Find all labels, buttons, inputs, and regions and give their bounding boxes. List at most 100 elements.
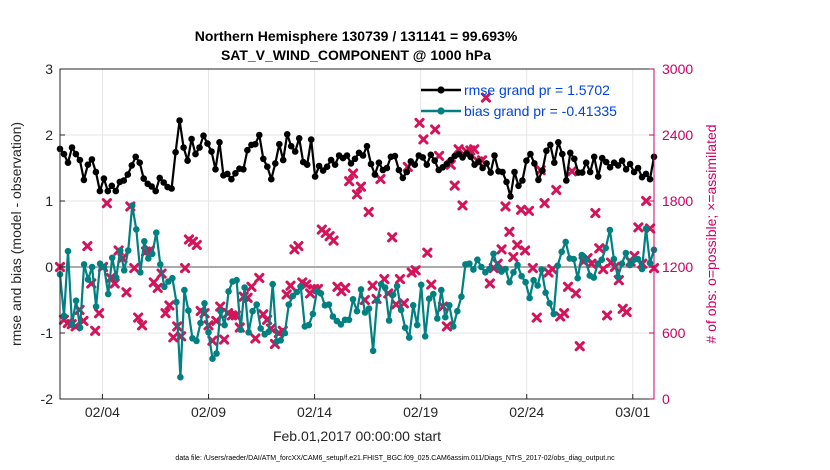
bias-point-3 <box>68 321 76 328</box>
rmse-point-80 <box>375 159 383 166</box>
rmse-point-76 <box>359 152 367 159</box>
rmse-point-69 <box>331 161 339 168</box>
rmse-series <box>56 117 658 200</box>
bias-point-46 <box>241 284 248 291</box>
rmse-point-67 <box>323 163 331 170</box>
bias-point-12 <box>104 290 112 298</box>
chart-title-line2: SAT_V_WIND_COMPONENT @ 1000 hPa <box>221 47 491 63</box>
bias-point-145 <box>638 265 646 273</box>
obs-marker-138 <box>594 243 605 254</box>
obs-marker-19 <box>129 263 140 274</box>
rmse-point-7 <box>84 161 92 168</box>
rmse-point-107 <box>483 160 490 167</box>
y-tick-label-1: -1 <box>41 325 54 341</box>
bias-point-21 <box>141 238 148 245</box>
bias-point-92 <box>425 295 433 303</box>
bias-point-7 <box>84 276 92 283</box>
obs-marker-75 <box>347 168 359 179</box>
obs-marker-29 <box>168 332 179 343</box>
bias-point-89 <box>413 321 421 329</box>
obs-marker-150 <box>641 195 652 207</box>
rmse-point-113 <box>507 193 514 200</box>
rmse-point-6 <box>80 176 88 184</box>
rmse-point-57 <box>283 131 291 138</box>
obs-marker-32 <box>179 263 191 274</box>
rmse-point-98 <box>447 156 455 164</box>
rmse-point-135 <box>594 173 602 180</box>
bias-point-144 <box>634 255 642 263</box>
bias-point-56 <box>281 329 289 337</box>
rmse-point-5 <box>76 156 84 164</box>
x-tick-label-1: 02/09 <box>191 404 226 420</box>
rmse-point-13 <box>108 182 116 190</box>
bias-point-93 <box>430 290 437 298</box>
bias-point-147 <box>646 259 654 267</box>
rmse-point-145 <box>634 164 642 172</box>
obs-marker-28 <box>164 300 175 311</box>
legend-bias-marker <box>437 107 445 115</box>
bias-point-60 <box>297 283 305 291</box>
bias-point-119 <box>534 282 541 289</box>
obs-marker-130 <box>562 281 574 292</box>
bias-point-129 <box>574 274 581 282</box>
bias-point-40 <box>217 307 224 315</box>
x-tick-label-4: 02/24 <box>509 404 544 420</box>
bias-point-18 <box>128 202 136 209</box>
rmse-point-24 <box>152 187 159 195</box>
rmse-point-133 <box>586 168 594 176</box>
obs-marker-127 <box>551 184 562 196</box>
bias-point-114 <box>514 261 521 269</box>
bias-point-83 <box>389 291 397 299</box>
bias-point-105 <box>478 263 485 271</box>
obs-marker-118 <box>516 204 527 215</box>
rmse-point-127 <box>563 177 570 184</box>
y-right-tick-label-4: 2400 <box>662 127 693 143</box>
rmse-point-54 <box>272 160 279 167</box>
rmse-point-4 <box>72 150 80 158</box>
rmse-point-39 <box>212 166 219 173</box>
bias-point-102 <box>466 260 473 268</box>
bias-point-120 <box>538 266 545 273</box>
rmse-point-58 <box>287 142 295 150</box>
obs-marker-27 <box>160 308 171 319</box>
bias-point-104 <box>474 256 481 264</box>
rmse-point-116 <box>519 177 526 184</box>
y-right-tick-label-3: 1800 <box>662 193 693 209</box>
bias-point-130 <box>578 251 586 259</box>
rmse-point-1 <box>60 150 68 158</box>
obs-marker-101 <box>449 180 460 191</box>
bias-point-44 <box>233 276 240 284</box>
y-right-tick-label-2: 1200 <box>662 259 693 275</box>
bias-point-87 <box>405 334 413 341</box>
bias-point-34 <box>193 337 200 345</box>
rmse-point-65 <box>315 162 323 170</box>
legend-rmse-label: rmse grand pr = 1.5702 <box>464 82 610 98</box>
x-tick-label-5: 03/01 <box>615 404 650 420</box>
rmse-point-144 <box>630 168 638 176</box>
rmse-point-2 <box>64 159 72 166</box>
rmse-point-131 <box>578 169 586 176</box>
rmse-point-124 <box>551 159 558 166</box>
bias-point-25 <box>157 261 164 268</box>
y-axis-label-right: # of obs: o=possible; ×=assimilated <box>703 124 719 343</box>
bias-point-85 <box>397 306 405 314</box>
legend-bias-label: bias grand pr = -0.41335 <box>464 103 617 119</box>
bias-point-115 <box>518 272 525 280</box>
obs-marker-25 <box>152 282 163 293</box>
bias-point-136 <box>602 244 610 252</box>
bias-point-72 <box>345 316 353 324</box>
bias-point-53 <box>269 280 277 288</box>
rmse-point-52 <box>264 163 271 170</box>
rmse-point-138 <box>606 164 614 171</box>
rmse-point-114 <box>511 168 518 176</box>
bias-point-78 <box>369 347 377 355</box>
rmse-point-74 <box>351 155 359 163</box>
obs-marker-49 <box>246 281 257 292</box>
rmse-point-87 <box>403 168 411 176</box>
obs-marker-106 <box>469 144 480 155</box>
bias-point-133 <box>590 274 598 281</box>
rmse-point-60 <box>295 135 303 142</box>
bias-point-68 <box>329 313 337 320</box>
bias-point-124 <box>554 262 561 270</box>
